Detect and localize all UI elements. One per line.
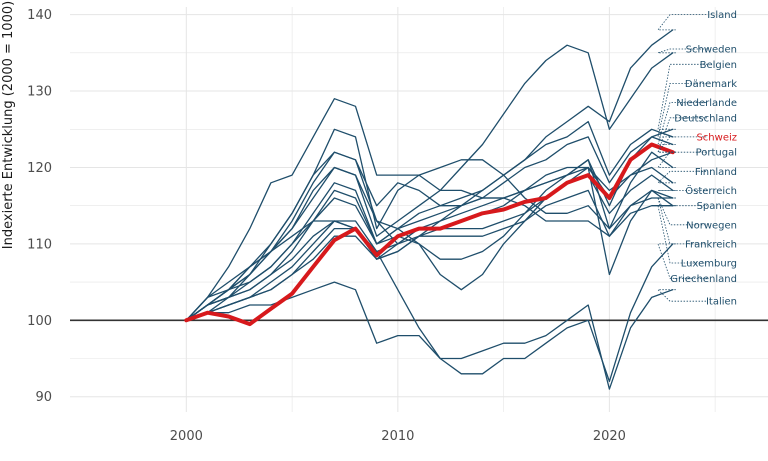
series-line (185, 166, 674, 321)
x-tick-label: 2020 (593, 429, 626, 444)
y-tick-label: 120 (27, 161, 52, 176)
series-line (185, 98, 674, 321)
y-tick-label: 140 (27, 8, 52, 23)
series-label: Niederlande (676, 98, 737, 109)
series-line (185, 281, 674, 390)
y-tick-label: 130 (27, 85, 52, 100)
y-axis-title: Indexierte Entwicklung (2000 = 1000) (1, 1, 16, 249)
series-label: Italien (706, 297, 737, 308)
series-line (185, 174, 674, 321)
label-leader (657, 289, 707, 302)
y-tick-label: 100 (27, 314, 52, 329)
label-leader (657, 102, 707, 145)
series-label: Österreich (685, 184, 737, 197)
series-line (185, 29, 674, 321)
series-line (184, 142, 675, 327)
series-label: Norwegen (686, 220, 737, 231)
series-label: Finnland (695, 167, 737, 178)
label-leader (657, 243, 707, 279)
label-leader (657, 63, 707, 130)
series-label: Luxemburg (681, 258, 737, 269)
series-line (185, 189, 674, 321)
series-line (185, 220, 674, 383)
series-label: Schweden (686, 45, 737, 56)
label-leader (657, 117, 707, 153)
series-label: Island (707, 10, 737, 21)
series-label: Frankreich (685, 239, 737, 250)
label-leader (657, 205, 707, 264)
series-line (185, 151, 674, 321)
x-tick-label: 2000 (170, 429, 203, 444)
series-label: Schweiz (696, 132, 737, 143)
y-tick-label: 110 (27, 237, 52, 252)
label-leader (657, 151, 707, 168)
y-tick-label: 90 (35, 390, 52, 405)
series-lines (184, 29, 675, 390)
label-leader (657, 136, 707, 153)
series-label: Griechenland (670, 274, 737, 285)
series-label: Belgien (700, 60, 737, 71)
x-tick-label: 2010 (381, 429, 414, 444)
series-line (185, 136, 674, 321)
series-line (185, 128, 674, 321)
series-label: Spanien (697, 201, 737, 212)
label-leader (657, 83, 707, 138)
label-leader (657, 14, 707, 31)
series-label: Portugal (696, 148, 737, 159)
series-label: Dänemark (685, 79, 737, 90)
label-leader (657, 48, 707, 54)
series-label: Deutschland (674, 113, 737, 124)
series-labels: Island Schweden Belgien Dänemark Niederlande… (657, 10, 737, 308)
